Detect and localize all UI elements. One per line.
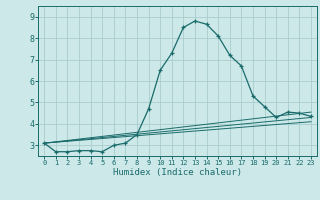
X-axis label: Humidex (Indice chaleur): Humidex (Indice chaleur) bbox=[113, 168, 242, 177]
